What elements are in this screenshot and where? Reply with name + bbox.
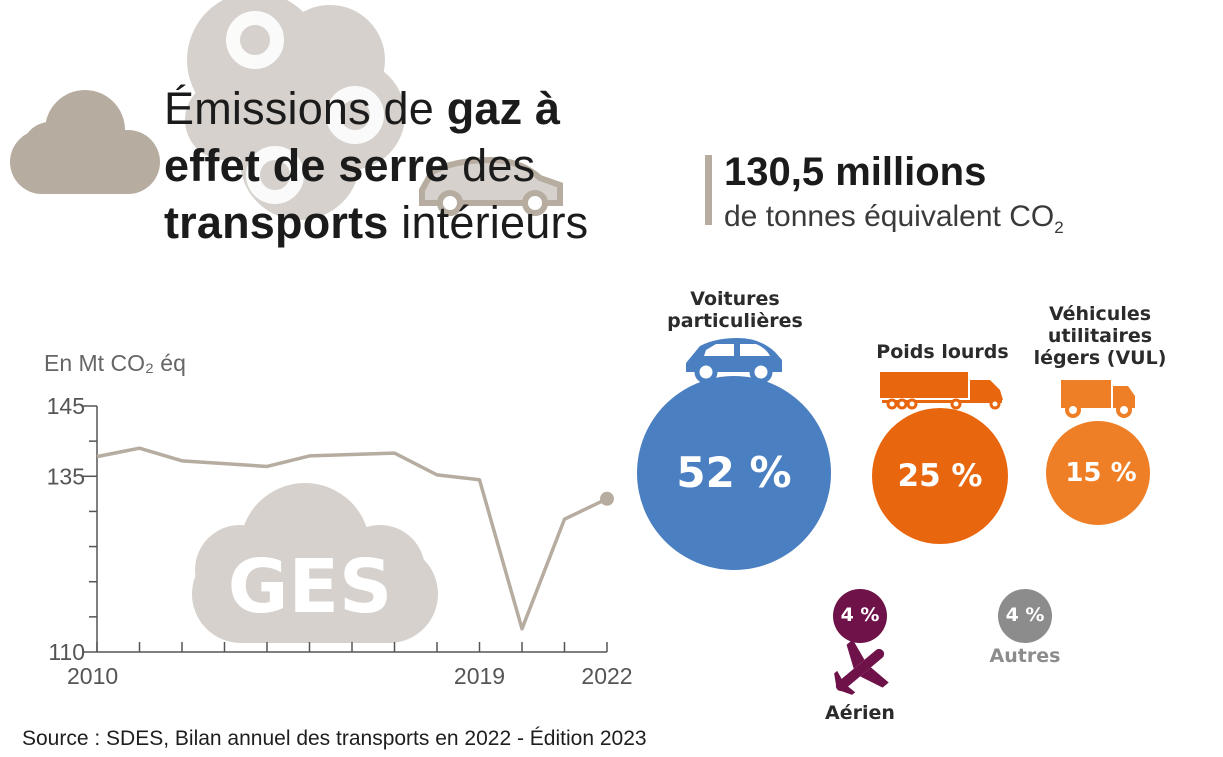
bubble-autres <box>998 589 1052 643</box>
vul-label: Véhicules utilitaires légers (VUL) <box>1033 303 1167 369</box>
total-unit: de tonnes équivalent CO2 <box>724 200 1064 237</box>
poids-lourds-value: 25 % <box>897 458 983 494</box>
total-accent-bar <box>705 155 712 225</box>
y-tick-label: 135 <box>47 463 85 489</box>
voitures-label: Voitures particulières <box>667 288 803 332</box>
y-tick-label: 145 <box>47 393 85 419</box>
voitures-value: 52 % <box>676 448 792 497</box>
bubble-poids-lourds <box>872 408 1008 544</box>
line-chart: 110 135 145 2010 2019 2022 <box>47 393 633 689</box>
plane-icon <box>834 639 889 695</box>
x-tick-label: 2010 <box>67 663 118 689</box>
y-axis-unit: En Mt CO₂ éq <box>44 350 186 376</box>
last-point-marker <box>600 491 614 506</box>
x-tick-label: 2019 <box>454 663 505 689</box>
bubble-voitures <box>637 376 831 570</box>
source-note: Source : SDES, Bilan annuel des transpor… <box>22 727 647 750</box>
cloud-icon <box>10 90 160 194</box>
total-value: 130,5 millions <box>724 150 987 194</box>
y-tick-label: 110 <box>48 639 85 665</box>
autres-label: Autres <box>989 645 1061 667</box>
bubble-vul <box>1046 421 1150 525</box>
bubble-aerien <box>833 589 887 643</box>
series-line <box>96 446 608 631</box>
bubbles-chart <box>637 338 1150 695</box>
autres-value: 4 % <box>1005 604 1045 626</box>
vul-value: 15 % <box>1065 458 1137 488</box>
van-icon <box>1061 380 1135 418</box>
car-outline-decoration <box>419 156 563 216</box>
poids-lourds-label: Poids lourds <box>876 341 1009 363</box>
x-tick-label: 2022 <box>581 663 632 689</box>
car-icon <box>686 338 782 384</box>
page-title: Émissions de gaz à effet de serre des tr… <box>164 83 589 248</box>
truck-icon <box>880 372 1003 410</box>
aerien-value: 4 % <box>840 604 880 626</box>
ges-label: GES <box>228 544 393 630</box>
ges-cloud-icon <box>192 483 438 643</box>
aerien-label: Aérien <box>825 702 895 724</box>
